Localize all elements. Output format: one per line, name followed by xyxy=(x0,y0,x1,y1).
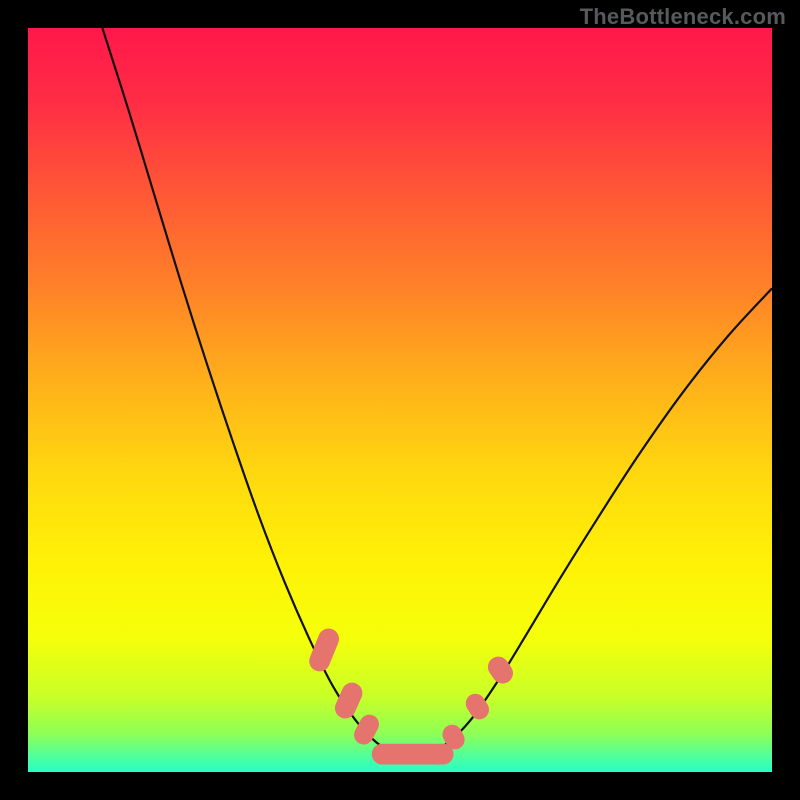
marker-capsule xyxy=(351,711,383,748)
watermark-text: TheBottleneck.com xyxy=(580,4,786,30)
bottleneck-curve xyxy=(102,28,772,755)
marker-capsule xyxy=(306,625,342,674)
data-markers xyxy=(306,625,517,764)
marker-capsule xyxy=(372,744,454,765)
marker-capsule xyxy=(462,690,493,723)
chart-frame: TheBottleneck.com xyxy=(0,0,800,800)
marker-capsule xyxy=(332,679,366,721)
marker-capsule xyxy=(439,721,468,752)
curve-svg xyxy=(28,28,772,772)
marker-capsule xyxy=(484,653,517,688)
plot-area xyxy=(28,28,772,772)
